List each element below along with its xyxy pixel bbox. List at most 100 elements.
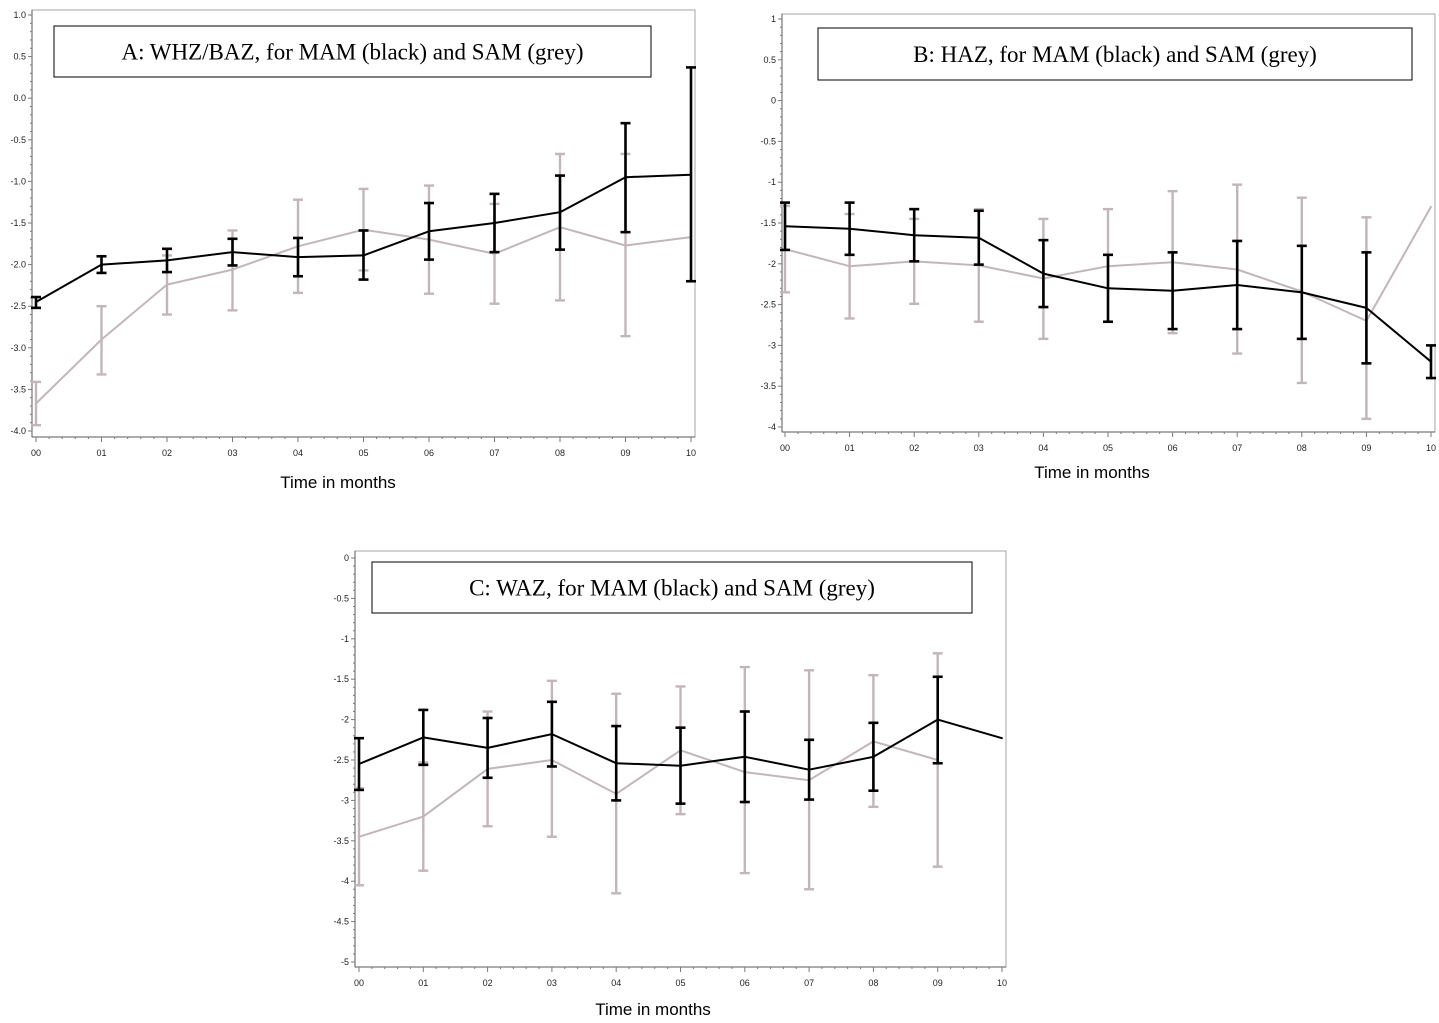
data-point-mam xyxy=(743,755,746,758)
x-tick-label: 05 xyxy=(675,978,685,988)
data-point-mam xyxy=(1171,289,1174,292)
data-point-mam xyxy=(362,254,365,257)
x-tick-label: 00 xyxy=(354,978,364,988)
y-tick-label: -3.5 xyxy=(10,384,26,394)
data-point-mam xyxy=(358,763,360,765)
data-point-mam xyxy=(422,736,425,739)
data-point-sam xyxy=(1430,205,1432,208)
y-tick-label: -1.0 xyxy=(10,176,26,186)
data-point-mam xyxy=(784,225,786,228)
x-tick-label: 03 xyxy=(547,978,557,988)
x-tick-label: 05 xyxy=(358,448,368,458)
x-tick-label: 08 xyxy=(1297,443,1307,453)
x-axis-label: Time in months xyxy=(595,1000,711,1019)
y-tick-label: 0 xyxy=(344,553,349,563)
chart-panel-a: 1.0 0.5 0.0 -0.5 -1.0 -1.5 -2.0 -2.5 -3.0 -3.5 -4.… xyxy=(10,9,696,492)
data-point-mam xyxy=(100,263,103,266)
title-box xyxy=(53,25,652,78)
data-point-mam xyxy=(936,718,939,721)
data-point-mam xyxy=(977,236,980,239)
y-tick-label: -3.5 xyxy=(333,836,349,846)
y-tick-label: -4 xyxy=(341,876,349,886)
y-tick-label: 1 xyxy=(771,14,776,24)
x-tick-label: 08 xyxy=(868,978,878,988)
y-tick-label: -4.5 xyxy=(333,917,349,927)
y-tick-label: -2 xyxy=(341,715,349,725)
chart-panel-b: 1 0.5 0 -0.5 -1 -1.5 -2 -2.5 -3 -3.5 -4 00 01 02 03 04 0… xyxy=(760,13,1436,482)
y-tick-label: 0.0 xyxy=(13,93,26,103)
data-point-mam xyxy=(1107,287,1109,290)
y-tick-label: -1.5 xyxy=(333,674,349,684)
x-tick-label: 05 xyxy=(1103,443,1113,453)
x-tick-label: 06 xyxy=(424,448,434,458)
x-tick-label: 07 xyxy=(1232,443,1242,453)
x-tick-label: 04 xyxy=(611,978,621,988)
data-point-mam xyxy=(428,230,430,233)
series-sam xyxy=(354,652,943,895)
data-point-mam xyxy=(551,733,553,736)
x-tick-label: 09 xyxy=(620,448,630,458)
data-point-mam xyxy=(615,762,618,765)
y-tick-label: 0.5 xyxy=(763,55,776,65)
x-tick-label: 04 xyxy=(293,448,303,458)
data-point-mam xyxy=(1236,284,1239,286)
data-point-sam xyxy=(35,402,37,405)
y-tick-label: -3.0 xyxy=(10,343,26,353)
data-point-mam xyxy=(297,256,299,259)
x-tick-label: 06 xyxy=(740,978,750,988)
x-tick-label: 06 xyxy=(1168,443,1178,453)
data-point-mam xyxy=(35,301,37,303)
x-tick-label: 01 xyxy=(418,978,428,988)
x-tick-label: 10 xyxy=(1426,443,1436,453)
data-point-mam xyxy=(1430,360,1432,363)
data-point-sam xyxy=(848,265,851,268)
series-line-sam xyxy=(358,740,938,838)
y-tick-label: -2.0 xyxy=(10,260,26,270)
y-tick-label: -1 xyxy=(341,634,349,644)
series-mam xyxy=(780,201,1436,380)
series-sam xyxy=(780,183,1432,421)
y-tick-label: 0 xyxy=(771,96,776,106)
x-tick-label: 10 xyxy=(686,448,696,458)
y-tick-label: -3 xyxy=(341,795,349,805)
x-tick-label: 03 xyxy=(227,448,237,458)
series-mam xyxy=(31,66,696,310)
y-tick-label: 0.5 xyxy=(13,52,26,62)
chart-panel-c: 0 -0.5 -1 -1.5 -2 -2.5 -3 -3.5 -4 -4.5 -5 00 01 02 03 0… xyxy=(333,550,1007,1019)
y-tick-label: -2.5 xyxy=(333,755,349,765)
x-tick-label: 02 xyxy=(909,443,919,453)
x-tick-label: 00 xyxy=(31,448,41,458)
x-tick-label: 04 xyxy=(1038,443,1048,453)
y-tick-label: -2.5 xyxy=(10,301,26,311)
y-tick-label: -1.5 xyxy=(760,218,776,228)
x-tick-label: 01 xyxy=(845,443,855,453)
x-tick-label: 02 xyxy=(483,978,493,988)
y-tick-label: 1.0 xyxy=(13,10,26,20)
series-mam xyxy=(354,675,1003,805)
data-point-mam xyxy=(624,176,627,179)
chart-title: B: HAZ, for MAM (black) and SAM (grey) xyxy=(913,42,1317,67)
data-point-mam xyxy=(808,768,810,771)
data-point-mam xyxy=(913,234,916,237)
x-tick-label: 09 xyxy=(933,978,943,988)
y-tick-label: -0.5 xyxy=(760,136,776,146)
data-point-mam xyxy=(231,251,234,254)
x-tick-label: 02 xyxy=(162,448,172,458)
data-point-mam xyxy=(1365,306,1368,309)
data-point-mam xyxy=(493,222,496,224)
y-tick-label: -0.5 xyxy=(333,593,349,603)
data-point-mam xyxy=(1001,737,1003,740)
title-box xyxy=(371,561,973,614)
data-point-sam xyxy=(358,835,360,838)
y-tick-label: -3 xyxy=(768,340,776,350)
x-tick-label: 03 xyxy=(974,443,984,453)
data-point-mam xyxy=(679,764,682,767)
x-tick-label: 01 xyxy=(96,448,106,458)
data-point-mam xyxy=(1042,272,1045,275)
title-box xyxy=(817,27,1413,81)
x-tick-label: 10 xyxy=(997,978,1007,988)
x-tick-label: 07 xyxy=(804,978,814,988)
x-axis-label: Time in months xyxy=(280,473,396,492)
data-point-mam xyxy=(166,259,168,262)
